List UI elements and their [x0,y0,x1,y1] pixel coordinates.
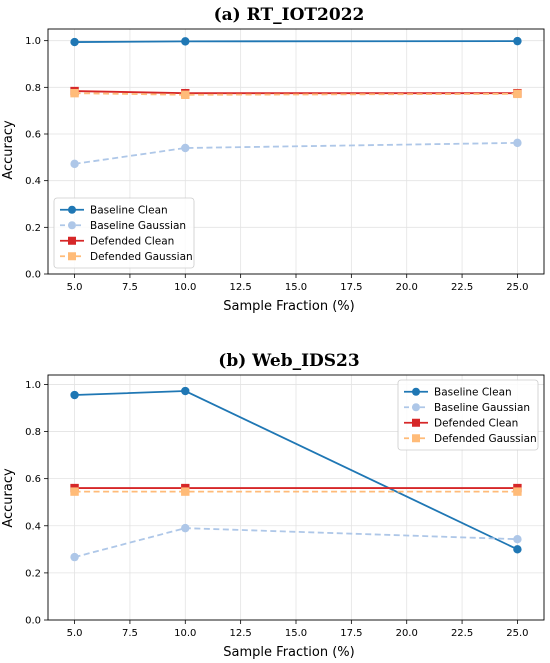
plot-frame [47,28,545,275]
data-point [70,552,79,562]
series-baseline-gaussian [70,523,522,562]
data-point [70,390,79,400]
x-axis-label: Sample Fraction (%) [223,645,354,660]
data-point [70,159,79,169]
chart-title: (a) RT_IOT2022 [214,5,365,25]
y-tick-label: 0.6 [25,130,41,141]
data-point [70,88,79,98]
data-point [181,90,190,99]
y-tick-label: 0.4 [25,176,41,187]
y-axis-label: Accuracy [1,468,16,528]
legend: Baseline Clean Baseline Gaussian Defended … [397,379,539,451]
x-tick-label: 10.0 [174,282,196,293]
y-axis-label: Accuracy [1,120,16,180]
x-tick-label: 20.0 [396,282,418,293]
data-point [513,36,522,46]
legend-marker [68,221,76,230]
x-tick-label: 17.5 [340,282,362,293]
legend-marker [412,403,420,412]
y-tick-label: 0.8 [25,427,41,438]
y-tick-label: 1.0 [25,380,41,391]
y-tick-label: 0.4 [25,521,41,532]
data-point [513,487,522,496]
data-point [513,138,522,148]
legend-item: Baseline Gaussian [60,220,186,232]
x-tick-label: 25.0 [506,628,528,639]
series-baseline-clean [70,36,522,47]
legend-marker [68,252,76,261]
data-point [513,534,522,544]
legend-label: Baseline Gaussian [90,220,186,232]
legend-label: Baseline Clean [434,387,512,399]
data-point [181,386,190,396]
legend-box [397,379,539,451]
legend-marker [68,236,76,245]
legend-label: Defended Gaussian [90,251,193,263]
data-point [513,545,522,554]
series-baseline-gaussian [70,138,522,169]
x-tick-label: 22.5 [451,628,473,639]
legend-item: Defended Clean [404,418,518,430]
data-point [70,37,79,47]
y-tick-label: 0.8 [25,83,41,94]
x-tick-label: 15.0 [285,282,307,293]
legend-marker [412,418,420,427]
x-tick-label: 22.5 [451,282,473,293]
x-tick-label: 20.0 [396,628,418,639]
legend-marker [68,205,76,214]
legend-label: Defended Clean [434,418,518,430]
legend-item: Baseline Clean [60,205,168,217]
x-tick-label: 12.5 [230,628,252,639]
chart-title: (b) Web_IDS23 [218,351,359,371]
plot-frame [47,374,545,621]
legend-label: Baseline Gaussian [434,402,530,414]
y-tick-label: 0.0 [25,616,41,627]
x-tick-label: 15.0 [285,628,307,639]
legend-label: Defended Clean [90,236,174,248]
x-axis-label: Sample Fraction (%) [223,299,354,314]
data-point [181,487,190,496]
data-point [70,487,79,496]
y-tick-label: 0.0 [25,270,41,281]
series-defended-gaussian [70,88,522,99]
data-point [181,143,190,153]
x-tick-label: 7.5 [122,628,138,639]
legend: Baseline Clean Baseline Gaussian Defended … [53,197,195,269]
legend-marker [412,387,420,396]
x-tick-label: 10.0 [174,628,196,639]
y-tick-label: 0.2 [25,568,41,579]
x-tick-label: 5.0 [67,282,83,293]
data-point [181,523,190,533]
series-line [74,141,518,165]
data-point [181,37,190,46]
chart-panel-web-ids23: (b) Web_IDS23 Sample Fraction (%) Accura… [1,351,545,660]
x-tick-label: 25.0 [506,282,528,293]
y-tick-label: 1.0 [25,36,41,47]
legend-item: Baseline Gaussian [404,402,530,414]
x-tick-label: 12.5 [230,282,252,293]
series-baseline-clean [70,386,522,554]
legend-label: Defended Gaussian [434,433,537,445]
y-tick-label: 0.6 [25,474,41,485]
chart-panel-rt-iot2022: (a) RT_IOT2022 Sample Fraction (%) Accur… [1,5,545,314]
data-point [513,89,522,99]
legend-item: Baseline Clean [404,387,512,399]
x-tick-label: 7.5 [122,282,138,293]
legend-item: Defended Clean [60,236,174,248]
legend-label: Baseline Clean [90,205,168,217]
series-line [74,40,518,43]
x-tick-label: 5.0 [67,628,83,639]
legend-item: Defended Gaussian [404,433,537,445]
series-defended-gaussian [70,487,522,496]
x-tick-label: 17.5 [340,628,362,639]
legend-item: Defended Gaussian [60,251,193,263]
legend-marker [412,434,420,443]
legend-box [53,197,195,269]
y-tick-label: 0.2 [25,223,41,234]
